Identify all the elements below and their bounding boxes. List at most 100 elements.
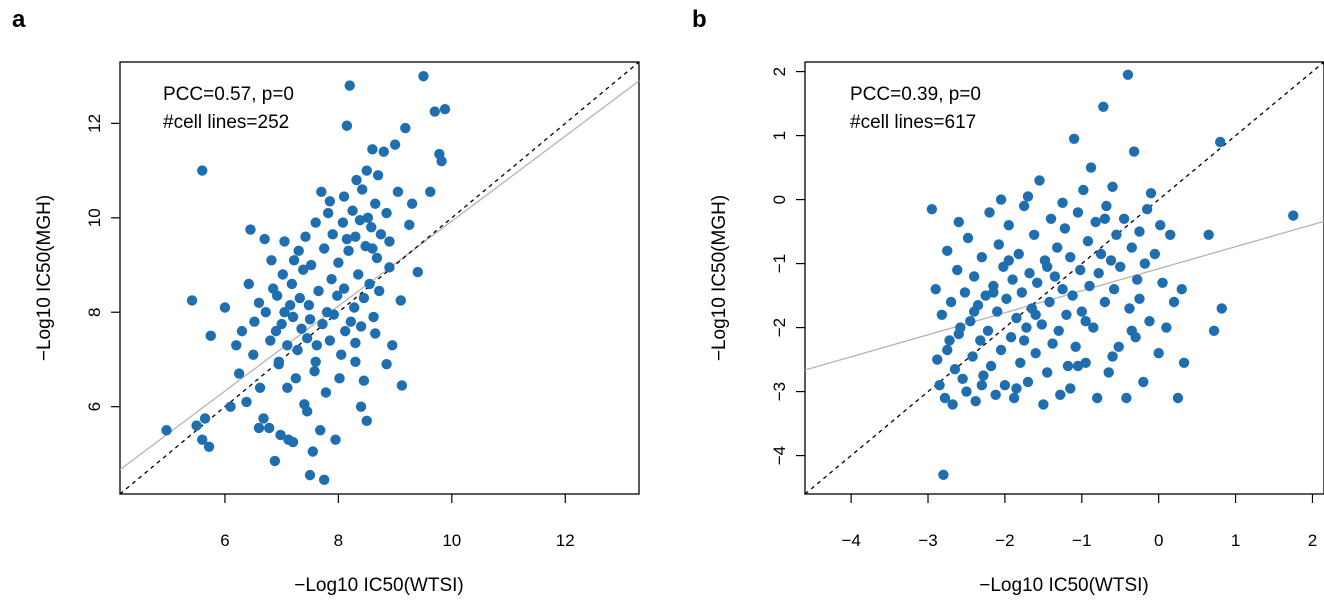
data-point <box>1124 303 1135 314</box>
data-point <box>276 318 287 330</box>
data-point <box>936 309 948 320</box>
data-point <box>1003 255 1014 266</box>
data-point <box>367 243 378 254</box>
data-point <box>1024 268 1035 279</box>
data-point <box>926 204 938 215</box>
data-point <box>1098 101 1109 113</box>
data-point <box>1216 303 1227 314</box>
data-point <box>959 287 971 298</box>
data-point <box>243 278 254 290</box>
data-point <box>334 373 345 384</box>
data-point <box>404 219 415 231</box>
data-point <box>350 231 361 242</box>
data-point <box>1168 296 1180 308</box>
data-point <box>320 387 332 398</box>
data-point <box>357 184 368 195</box>
data-point <box>279 307 290 318</box>
data-point <box>1042 367 1053 378</box>
data-point <box>985 360 997 372</box>
data-point <box>286 278 298 290</box>
data-point <box>361 415 372 427</box>
data-point <box>350 356 361 368</box>
data-point <box>1034 175 1045 186</box>
panel-a-frame <box>119 61 640 495</box>
data-point <box>995 344 1007 356</box>
data-point <box>381 358 392 370</box>
data-point <box>1080 316 1091 327</box>
data-point <box>400 122 411 134</box>
data-point <box>952 264 963 276</box>
data-point <box>1134 226 1145 237</box>
data-point <box>1072 207 1084 218</box>
data-point <box>263 422 275 434</box>
data-point <box>317 318 328 330</box>
data-point <box>362 212 374 224</box>
data-point <box>392 186 404 198</box>
data-point <box>949 364 961 375</box>
data-point <box>191 420 202 431</box>
data-point <box>344 80 355 91</box>
data-point <box>370 198 381 209</box>
data-point <box>1091 392 1103 404</box>
data-point <box>939 392 951 404</box>
data-point <box>387 340 398 351</box>
data-point <box>354 214 366 226</box>
panel-b-reference-lines <box>804 61 1324 495</box>
data-point <box>1011 312 1022 324</box>
x-tick-label: 10 <box>442 531 461 550</box>
data-point <box>1145 188 1157 199</box>
data-point <box>1131 274 1143 285</box>
data-point <box>1078 184 1089 196</box>
data-point <box>957 373 968 384</box>
data-point <box>1084 280 1095 292</box>
panel-a-cell-lines-annotation: #cell lines=252 <box>163 112 289 133</box>
data-point <box>396 380 408 391</box>
data-point <box>1157 277 1168 288</box>
data-point <box>1088 322 1099 333</box>
data-point <box>961 386 972 397</box>
data-point <box>370 328 381 339</box>
data-point <box>1044 296 1055 308</box>
data-point <box>944 335 955 346</box>
data-point <box>962 232 974 244</box>
data-point <box>976 380 988 391</box>
data-point <box>233 368 245 379</box>
data-point <box>328 309 340 320</box>
data-point <box>341 233 353 245</box>
x-tick-label: −1 <box>1072 531 1091 550</box>
data-point <box>1067 290 1078 301</box>
data-point <box>1085 162 1097 173</box>
data-point <box>1126 242 1137 253</box>
data-point <box>1047 338 1058 349</box>
data-point <box>277 269 288 280</box>
data-point <box>270 325 282 337</box>
data-point <box>1028 229 1040 240</box>
data-point <box>418 70 429 82</box>
data-point <box>995 194 1007 205</box>
data-point <box>1051 242 1063 253</box>
data-point <box>1068 133 1080 144</box>
data-point <box>324 335 336 346</box>
data-point <box>968 271 980 282</box>
data-point <box>1057 197 1068 208</box>
data-point <box>300 231 311 242</box>
data-point <box>389 139 401 150</box>
data-point <box>287 436 299 448</box>
data-point <box>298 264 309 275</box>
data-point <box>1030 309 1041 320</box>
y-tick-label: −3 <box>770 382 789 401</box>
data-point <box>199 413 211 424</box>
data-point <box>1121 392 1132 404</box>
data-point <box>269 455 281 467</box>
panel-a-y-axis-title: −Log10 IC50(MGH) <box>34 195 55 361</box>
data-point <box>290 373 302 384</box>
data-point <box>332 290 343 301</box>
data-point <box>225 401 236 412</box>
data-point <box>265 335 276 346</box>
x-tick-label: −4 <box>841 531 860 550</box>
data-point <box>1030 348 1041 359</box>
data-point <box>1005 332 1017 343</box>
data-point <box>1139 258 1151 269</box>
data-point <box>333 257 344 268</box>
data-point <box>349 302 360 313</box>
